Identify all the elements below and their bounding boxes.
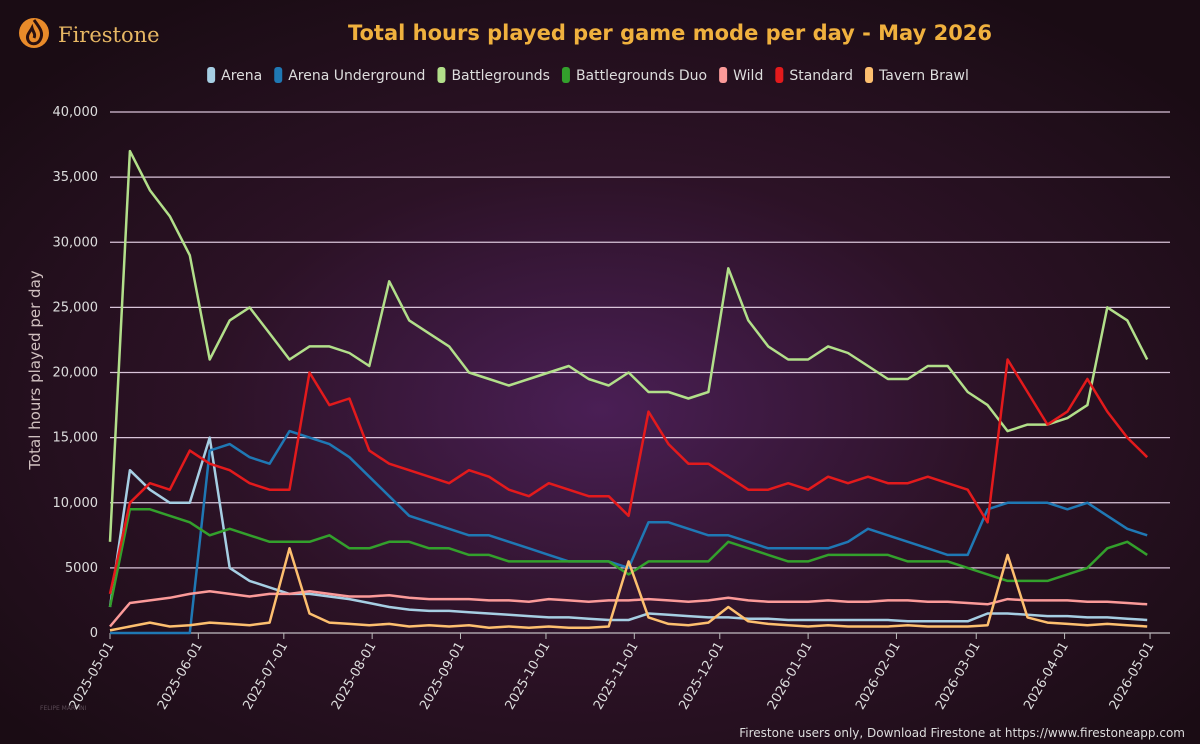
legend-label: Wild — [733, 68, 763, 84]
source-note: Firestone users only, Download Firestone… — [739, 726, 1185, 740]
legend-label: Arena — [221, 68, 262, 84]
y-tick-label: 20,000 — [53, 366, 99, 381]
y-tick-label: 0 — [90, 626, 98, 641]
legend-label: Tavern Brawl — [878, 68, 969, 84]
legend-item: Battlegrounds — [437, 67, 550, 84]
legend-item: Tavern Brawl — [865, 67, 969, 84]
y-tick-label: 10,000 — [53, 496, 99, 511]
series-line — [109, 590, 1148, 628]
legend-label: Standard — [789, 68, 853, 84]
y-tick-label: 15,000 — [53, 431, 99, 446]
y-tick-label: 30,000 — [53, 235, 99, 250]
legend-label: Battlegrounds — [451, 68, 550, 84]
brand: Firestone — [58, 23, 160, 47]
legend-item: Battlegrounds Duo — [561, 67, 707, 84]
series-line — [109, 547, 1148, 632]
y-tick-label: 35,000 — [53, 170, 99, 185]
legend-item: Arena — [207, 67, 262, 84]
legend-swatch — [274, 67, 283, 83]
chart-title: Total hours played per game mode per day… — [348, 21, 992, 45]
series-line — [108, 436, 1148, 623]
legend-label: Arena Underground — [288, 68, 425, 84]
legend-item: Standard — [775, 67, 853, 84]
logo: Firestone — [19, 18, 160, 48]
y-tick-label: 25,000 — [53, 300, 99, 315]
legend-item: Arena Underground — [274, 67, 425, 84]
series-line — [108, 358, 1149, 595]
y-tick-label: 40,000 — [53, 105, 99, 120]
series-line — [108, 508, 1148, 608]
legend-swatch — [561, 67, 570, 83]
y-tick-label: 5000 — [65, 561, 98, 576]
y-axis-label: Total hours played per day — [26, 270, 44, 470]
legend-swatch — [719, 67, 728, 83]
legend-label: Battlegrounds Duo — [576, 68, 707, 84]
legend-item: Wild — [719, 67, 763, 84]
legend-swatch — [437, 67, 446, 83]
series-line — [110, 429, 1148, 635]
watermark: FELIPE MARTINI — [40, 705, 87, 712]
legend-swatch — [865, 67, 874, 83]
legend-swatch — [207, 67, 216, 83]
legend-swatch — [775, 67, 784, 83]
series-line — [108, 149, 1149, 542]
logo-flame — [26, 19, 44, 46]
legend: Arena Arena Underground Battlegrounds Battl… — [207, 67, 969, 84]
